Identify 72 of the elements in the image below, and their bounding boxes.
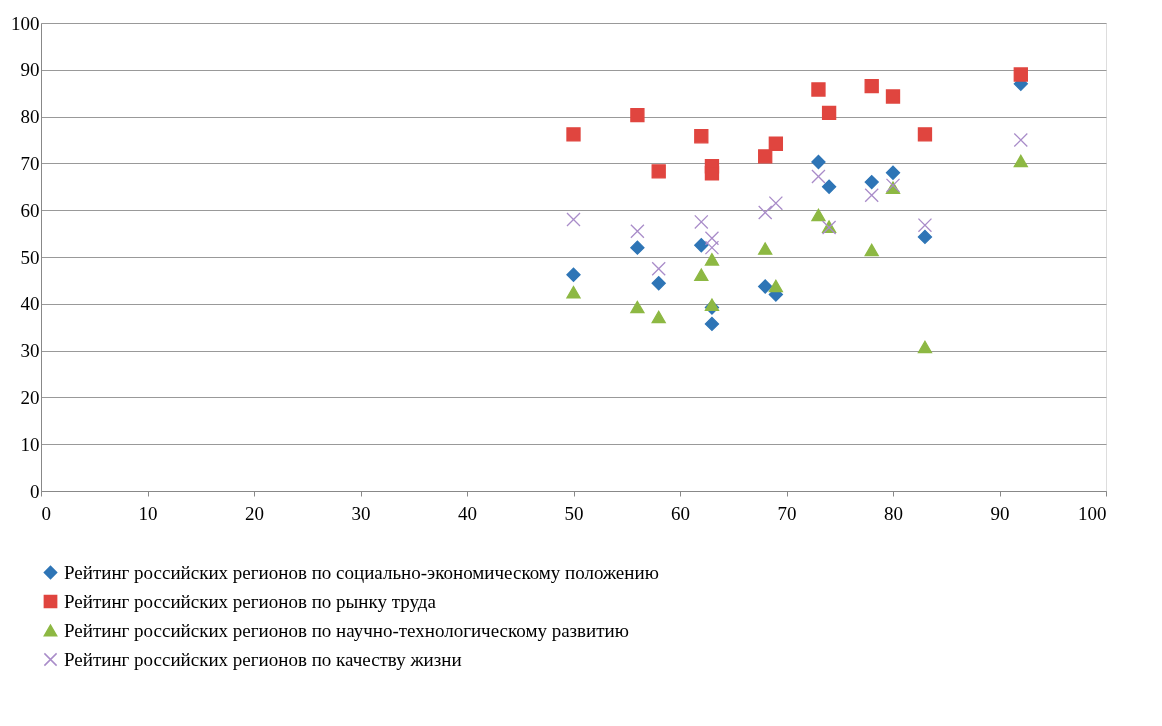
point	[704, 166, 720, 181]
point	[651, 261, 666, 276]
point	[811, 169, 826, 184]
x-tick-label: 50	[564, 502, 584, 524]
point	[1013, 132, 1028, 148]
y-tick-label: 20	[20, 386, 40, 408]
y-tick-label: 30	[20, 340, 40, 362]
point	[917, 229, 933, 245]
point	[630, 300, 645, 314]
point	[566, 267, 581, 282]
point	[885, 89, 901, 104]
point	[864, 188, 879, 203]
point	[758, 279, 773, 294]
y-tick-label: 50	[20, 246, 40, 268]
y-tick-label: 10	[20, 433, 40, 455]
point	[566, 285, 581, 299]
point	[694, 268, 709, 282]
point	[917, 218, 933, 233]
legend-label: Рейтинг российских регионов по социально-экономическому положению	[64, 561, 659, 583]
point	[864, 174, 879, 190]
point	[821, 105, 837, 121]
x-tick-label: 40	[458, 502, 477, 524]
x-tick-label: 70	[777, 502, 797, 524]
point	[885, 165, 901, 180]
point	[651, 310, 666, 324]
point	[864, 79, 879, 94]
point	[651, 276, 666, 291]
point	[811, 82, 826, 97]
point	[566, 212, 581, 227]
point	[758, 205, 773, 220]
point	[1013, 154, 1028, 168]
point	[630, 224, 645, 239]
point	[630, 240, 645, 255]
x-tick-label: 90	[990, 502, 1010, 524]
y-tick-label: 40	[20, 293, 40, 315]
point	[566, 127, 581, 142]
legend-label: Рейтинг российских регионов по научно-технологическому развитию	[64, 619, 629, 641]
point	[811, 154, 826, 170]
point	[917, 340, 933, 354]
point	[1013, 67, 1028, 82]
point	[694, 129, 709, 144]
point	[917, 127, 933, 142]
point	[821, 179, 837, 194]
x-tick-label: 10	[138, 502, 158, 524]
point	[768, 136, 784, 151]
x-tick-label: 20	[245, 502, 264, 524]
y-tick-label: 60	[20, 199, 40, 221]
point	[694, 214, 709, 230]
legend-label: Рейтинг российских регионов по рынку труда	[64, 590, 437, 612]
x-tick-label: 60	[671, 502, 690, 524]
point	[704, 240, 720, 255]
point	[694, 238, 709, 253]
point	[704, 231, 720, 246]
x-tick-label: 80	[884, 502, 903, 524]
y-tick-label: 90	[20, 59, 40, 81]
point	[704, 316, 720, 332]
x-tick-label: 30	[351, 502, 371, 524]
point	[651, 164, 666, 179]
y-tick-label: 100	[11, 12, 40, 34]
point	[768, 279, 784, 293]
point	[811, 208, 826, 222]
point	[758, 149, 773, 164]
point	[704, 253, 720, 266]
y-tick-label: 70	[20, 152, 40, 174]
y-tick-label: 80	[20, 106, 40, 128]
x-tick-label: 100	[1078, 502, 1107, 524]
legend-label: Рейтинг российских регионов по качеству жизни	[64, 648, 462, 670]
point	[630, 108, 645, 123]
point	[864, 243, 879, 257]
point	[768, 196, 784, 211]
y-tick-label: 0	[30, 480, 40, 502]
point	[758, 242, 773, 255]
